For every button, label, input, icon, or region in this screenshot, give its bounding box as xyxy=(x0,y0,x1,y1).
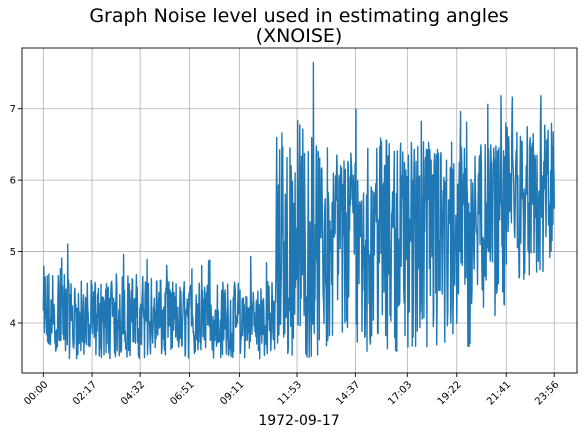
plot-frame xyxy=(21,47,578,374)
y-tick-label: 4 xyxy=(10,319,16,330)
x-tick-label: 11:53 xyxy=(276,379,304,407)
x-tick-label: 00:00 xyxy=(22,379,50,407)
y-tick-label: 7 xyxy=(10,104,16,115)
x-tick-label: 09:11 xyxy=(218,379,246,407)
y-tick-label: 6 xyxy=(10,176,16,187)
chart-title-line-2: (XNOISE) xyxy=(256,25,343,47)
x-tick-label: 19:22 xyxy=(436,379,464,407)
chart-title-line-1: Graph Noise level used in estimating ang… xyxy=(89,5,508,27)
plot-area: 4 5 6 7 00:00 02:17 04:32 06:51 09:11 11:53 14:37 1… xyxy=(10,47,578,408)
x-tick-label: 23:56 xyxy=(533,379,561,407)
x-tick-label: 04:32 xyxy=(119,379,147,407)
x-tick-label: 17:03 xyxy=(386,379,414,407)
x-tick-label: 02:17 xyxy=(71,379,99,407)
xnoise-series-line xyxy=(42,61,555,360)
x-tick-label: 21:41 xyxy=(485,379,513,407)
x-tick-label: 06:51 xyxy=(169,379,197,407)
y-tick-label: 5 xyxy=(10,247,16,258)
x-axis-label: 1972-09-17 xyxy=(258,413,339,429)
x-tick-label: 14:37 xyxy=(334,379,362,407)
